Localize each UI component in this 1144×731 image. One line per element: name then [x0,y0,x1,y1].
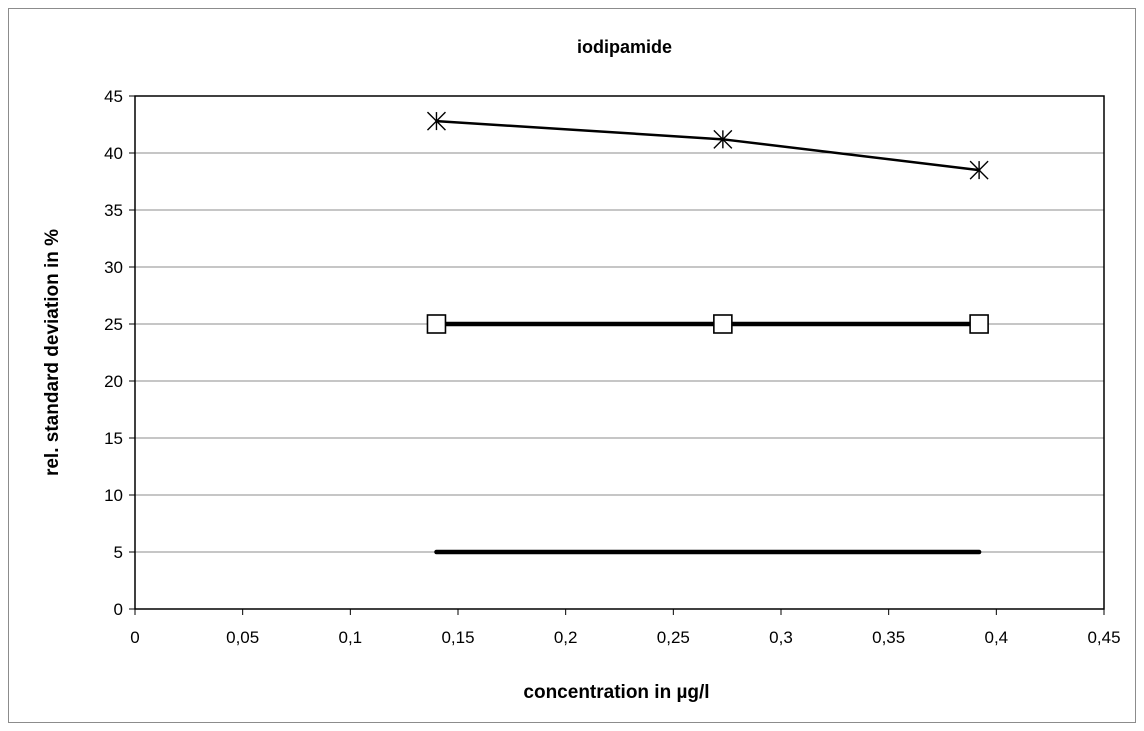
star-marker [713,129,733,149]
chart-title: iodipamide [577,37,672,57]
y-tick-label: 25 [104,315,123,334]
star-marker [969,160,989,180]
square-marker [713,314,733,334]
series-1-line [435,119,981,172]
x-axis-title: concentration in µg/l [523,682,709,703]
y-tick-label: 20 [104,372,123,391]
y-tick-label: 30 [104,258,123,277]
series-group [426,111,989,555]
y-tick-label: 15 [104,429,123,448]
y-tick-label: 35 [104,201,123,220]
axes: 0 5 10 15 20 25 30 35 40 45 0 0,05 0,1 0,15 0,2 0,25 0,3… [104,87,1120,647]
x-tick-label: 0,35 [872,628,905,647]
x-tick-label: 0 [130,628,139,647]
y-tick-label: 0 [114,600,123,619]
y-tick-label: 40 [104,144,123,163]
y-axis-title: rel. standard deviation in % [42,229,63,476]
star-marker [426,111,446,131]
x-tick-label: 0,1 [339,628,363,647]
x-tick-label: 0,45 [1087,628,1120,647]
x-tick-label: 0,2 [554,628,578,647]
square-marker [969,314,989,334]
chart-frame [8,8,1136,723]
y-tick-label: 10 [104,486,123,505]
plot-area [134,95,1105,610]
y-tick-label: 45 [104,87,123,106]
square-marker [426,314,447,334]
y-tick-label: 5 [114,543,123,562]
x-tick-label: 0,05 [226,628,259,647]
grid-lines [135,152,1104,553]
x-tick-label: 0,25 [657,628,690,647]
x-tick-label: 0,3 [769,628,793,647]
x-tick-label: 0,4 [985,628,1009,647]
x-tick-label: 0,15 [441,628,474,647]
